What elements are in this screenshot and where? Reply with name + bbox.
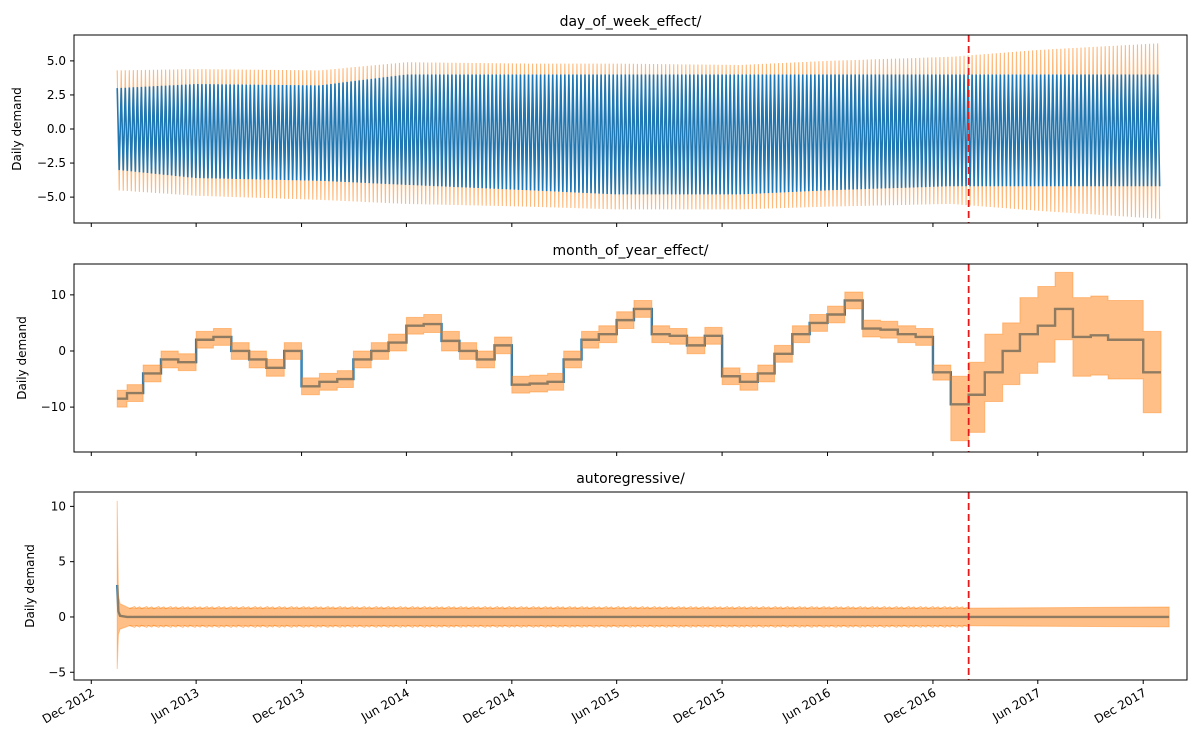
y-axis-label: Daily demand — [23, 544, 37, 627]
y-tick-label: −2.5 — [37, 156, 66, 170]
y-tick-label: −10 — [41, 400, 66, 414]
y-tick-label: 10 — [51, 288, 66, 302]
y-tick-label: 5.0 — [47, 54, 66, 68]
y-tick-label: 0 — [58, 344, 66, 358]
x-tick-label: Dec 2015 — [671, 685, 728, 726]
y-tick-label: −5 — [48, 665, 66, 679]
chart-title: autoregressive/ — [576, 471, 685, 487]
panel-2: month_of_year_effect/ −10 0 10 Daily demand — [15, 243, 1188, 456]
x-tick-label: Dec 2013 — [250, 685, 307, 726]
panel-1: day_of_week_effect/ −5.0 −2.5 0.0 2.5 5.0 Dail… — [10, 14, 1188, 227]
y-tick-label: −5.0 — [37, 190, 66, 204]
y-axis-label: Daily demand — [15, 316, 29, 399]
x-tick-label: Dec 2016 — [882, 685, 939, 726]
x-tick-label: Dec 2017 — [1092, 685, 1149, 726]
y-tick-label: 0 — [58, 610, 66, 624]
x-tick-label: Jun 2014 — [358, 685, 412, 724]
x-tick-label: Jun 2016 — [779, 685, 833, 724]
y-axis-label: Daily demand — [10, 87, 24, 170]
chart-title: month_of_year_effect/ — [553, 243, 709, 259]
interval-lower-noise — [129, 624, 968, 628]
axes-frame — [73, 491, 1188, 681]
plot-area — [116, 500, 1170, 669]
y-tick-label: 2.5 — [47, 88, 66, 102]
plot-area — [116, 43, 1161, 219]
mean-series-line — [116, 74, 1161, 195]
x-tick-label: Dec 2012 — [40, 685, 97, 726]
axes-frame — [73, 263, 1188, 453]
interval-band — [116, 271, 1162, 442]
panel-3: autoregressive/ −5 0 5 10 Daily demand — [23, 471, 1188, 684]
interval-band — [116, 500, 1170, 669]
y-tick-label: 10 — [51, 499, 66, 513]
chart-title: day_of_week_effect/ — [560, 14, 702, 30]
x-tick-label: Jun 2015 — [568, 685, 622, 724]
x-tick-label: Dec 2014 — [460, 685, 517, 726]
y-tick-label: 5 — [58, 555, 66, 569]
interval-upper-noise — [129, 606, 968, 610]
x-tick-label: Jun 2017 — [989, 685, 1043, 724]
y-tick-label: 0.0 — [47, 122, 66, 136]
x-tick-label: Jun 2013 — [148, 685, 202, 724]
plot-area — [116, 271, 1162, 442]
